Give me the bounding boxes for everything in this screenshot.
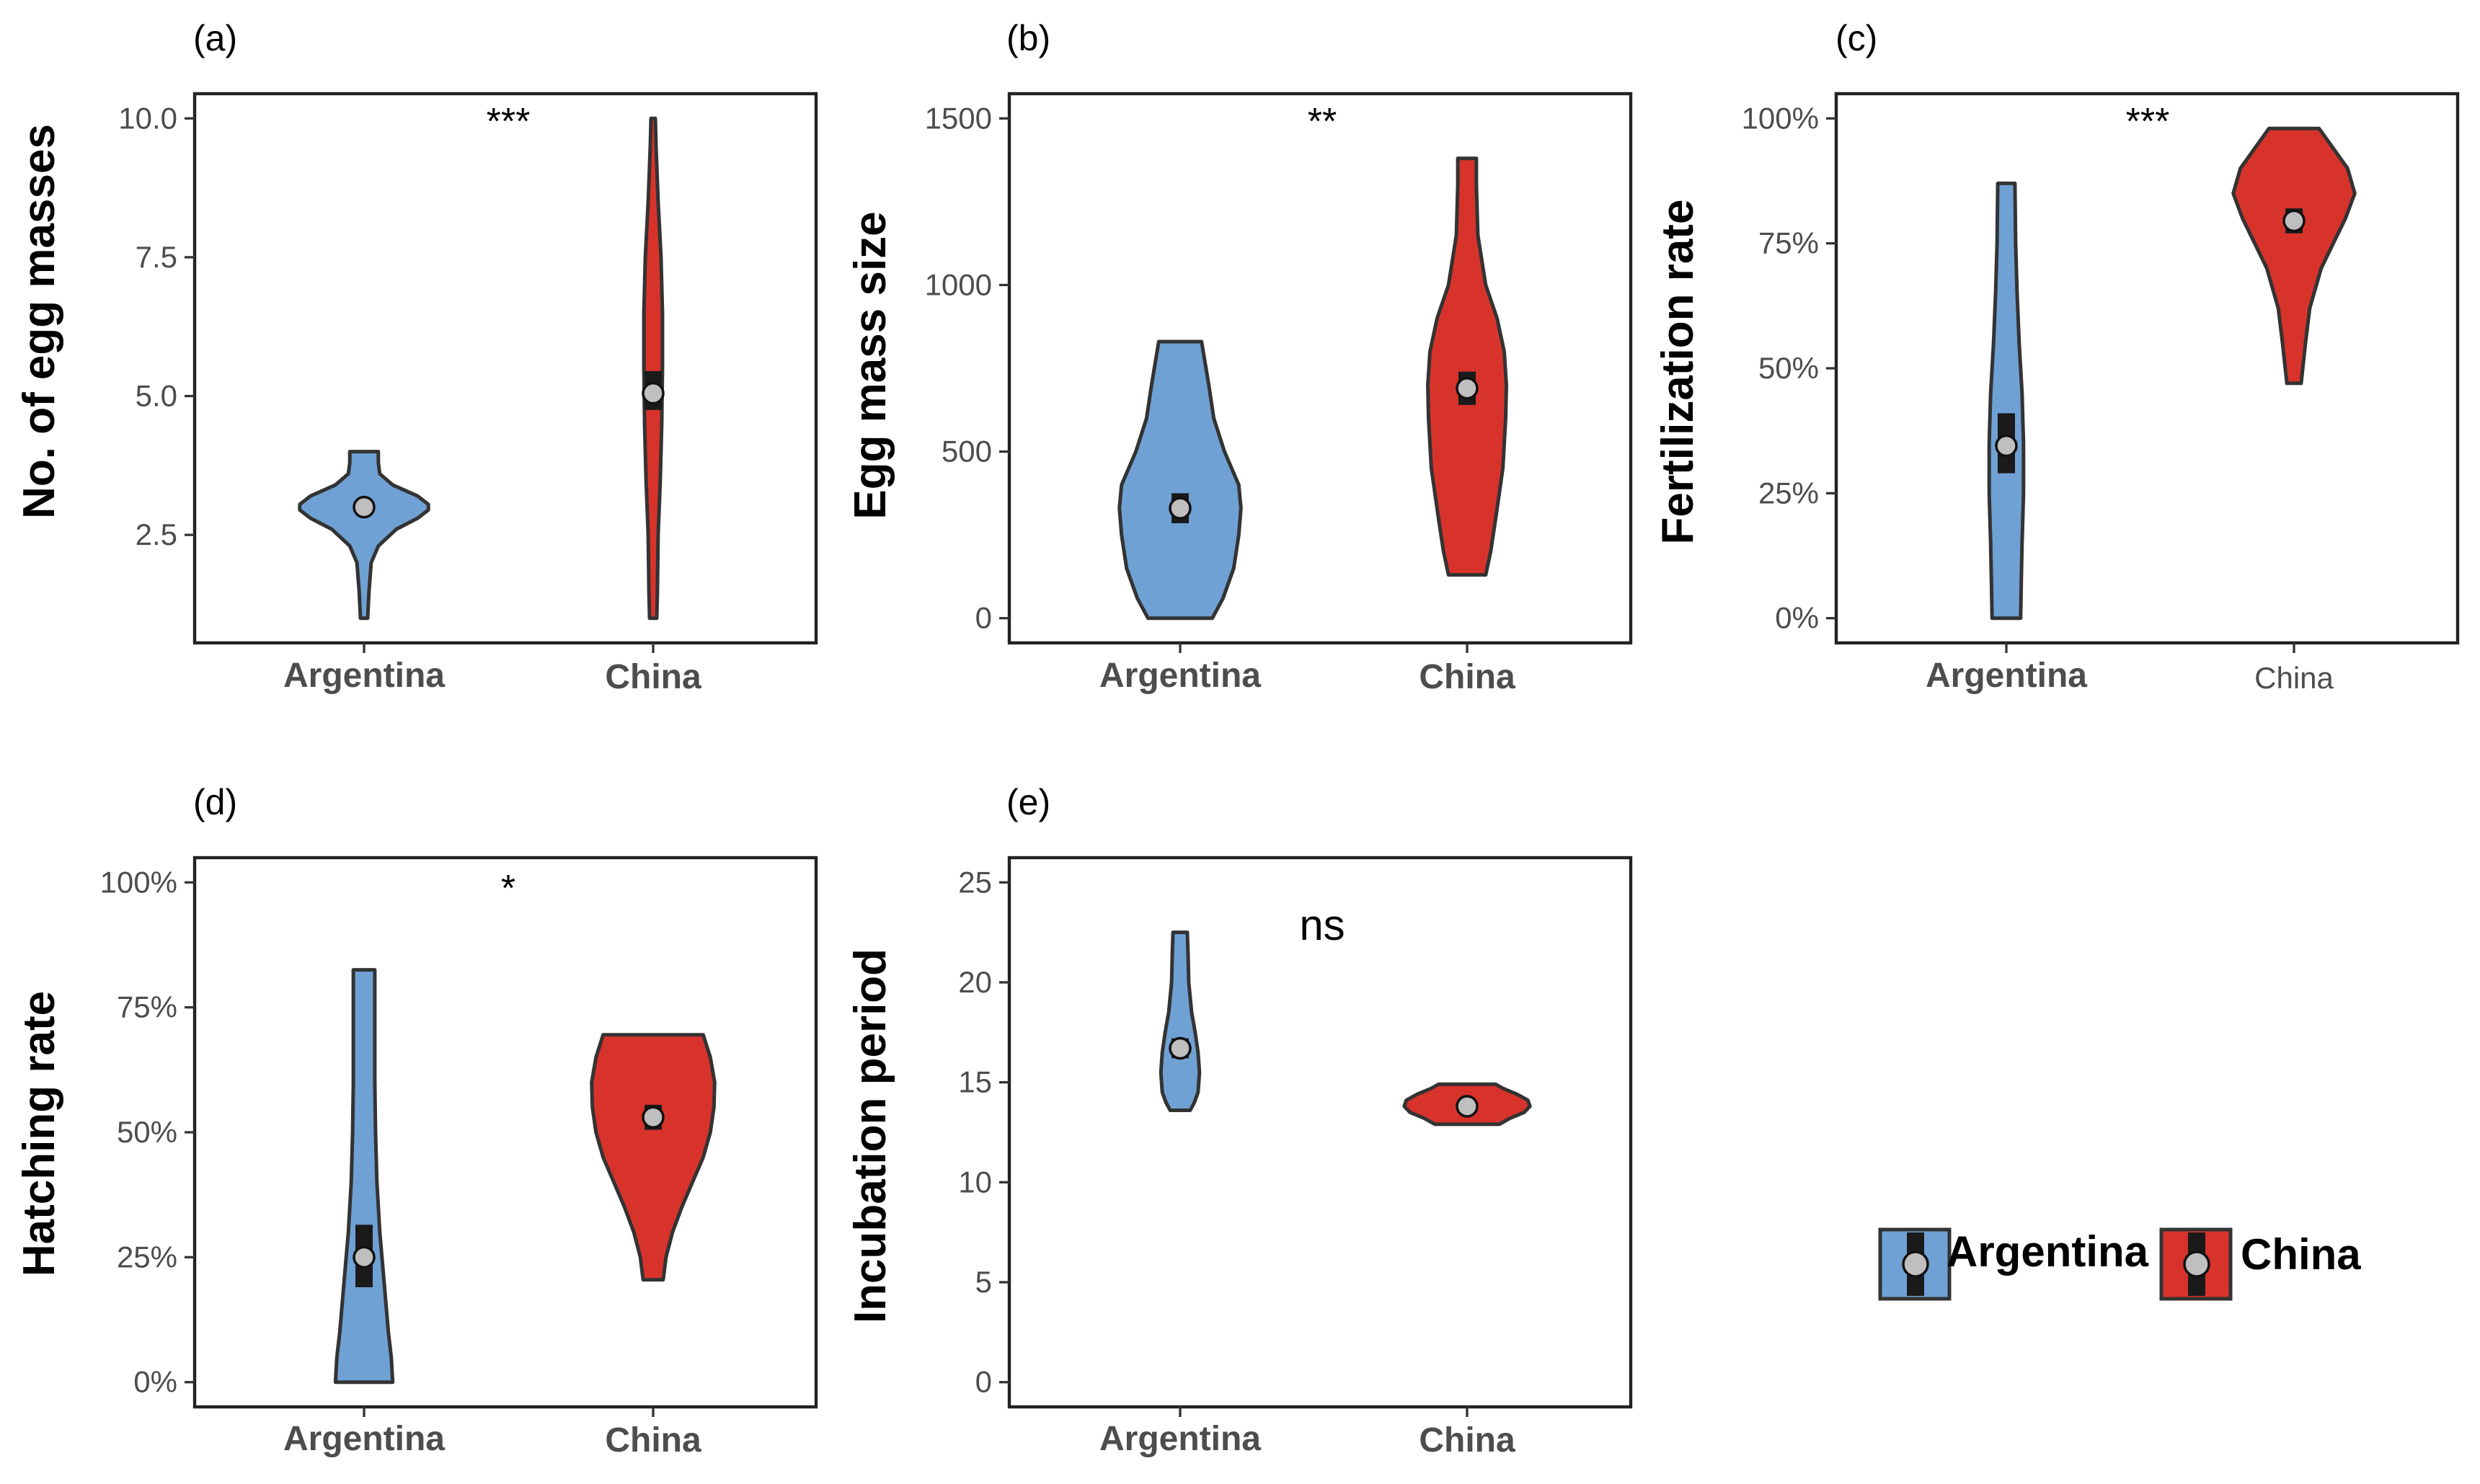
plot-frame <box>1007 92 1633 645</box>
y-tick-label: 0% <box>1775 601 1819 635</box>
mean-point-argentina <box>353 1245 376 1269</box>
legend-key-mean-dot <box>1902 1250 1929 1278</box>
significance-label: * <box>501 868 515 910</box>
plot-frame <box>1834 92 2460 645</box>
significance-label: ** <box>1308 101 1337 143</box>
significance-label: ns <box>1299 901 1345 949</box>
violin-china <box>1426 156 1508 577</box>
mean-point-china <box>1456 1095 1479 1118</box>
plot-frame <box>192 856 818 1409</box>
mean-point-china <box>642 381 665 405</box>
violin-argentina <box>1159 930 1202 1112</box>
violin-argentina <box>1117 339 1243 621</box>
significance-label: *** <box>487 101 531 143</box>
y-tick-label: 100% <box>100 865 177 899</box>
panel-tag: (c) <box>1835 18 1877 58</box>
panel-b: (b) Egg mass size ** Argentina China 0 50… <box>846 18 1633 696</box>
plot-frame <box>192 92 818 645</box>
y-axis-title: No. of egg masses <box>14 124 64 519</box>
panel-e: (e) Incubation period ns Argentina China… <box>846 782 1633 1459</box>
x-category-label-china: China <box>605 1421 701 1459</box>
y-tick-label: 50% <box>1758 351 1819 385</box>
legend-item-argentina: Argentina <box>1878 1227 2149 1301</box>
y-axis-title: Incubation period <box>846 948 895 1323</box>
panel-tag: (d) <box>193 782 237 822</box>
y-axis-title: Hatching rate <box>14 991 64 1276</box>
legend-key-mean-dot <box>2183 1250 2210 1278</box>
panel-d: (d) Hatching rate * Argentina China 0% 25… <box>14 782 818 1459</box>
legend-label-argentina: Argentina <box>1947 1227 2149 1276</box>
violin-argentina <box>298 450 430 621</box>
y-tick-label: 25% <box>1758 476 1819 510</box>
legend-item-china: China <box>2159 1227 2361 1301</box>
y-tick-label: 0 <box>975 1365 992 1399</box>
panel-tag: (a) <box>193 18 237 58</box>
mean-point-argentina <box>353 495 376 519</box>
y-tick-label: 50% <box>117 1115 177 1149</box>
y-axis-title: Fertilization rate <box>1653 200 1703 545</box>
y-tick-label: 75% <box>1758 226 1819 260</box>
y-tick-label: 7.5 <box>136 240 177 274</box>
y-tick-label: 25 <box>958 865 992 899</box>
y-tick-label: 0% <box>133 1365 177 1399</box>
panel-c: (c) Fertilization rate *** Argentina Chi… <box>1653 18 2460 695</box>
mean-point-argentina <box>1169 1036 1192 1060</box>
significance-label: *** <box>2126 101 2170 143</box>
violin-china <box>590 1033 717 1282</box>
x-category-label-argentina: Argentina <box>1099 657 1261 695</box>
violin-china <box>642 116 665 621</box>
y-tick-label: 0 <box>975 601 992 635</box>
legend: Argentina China <box>1878 1227 2361 1301</box>
y-tick-label: 1500 <box>925 101 992 135</box>
mean-point-argentina <box>1169 497 1192 520</box>
y-tick-label: 10.0 <box>118 101 177 135</box>
y-tick-label: 5.0 <box>136 379 177 413</box>
mean-point-china <box>642 1106 665 1129</box>
y-tick-label: 75% <box>117 990 177 1024</box>
x-category-label-china: China <box>2254 661 2334 695</box>
mean-point-china <box>1456 376 1479 400</box>
x-category-label-china: China <box>605 658 701 696</box>
violin-china <box>2231 126 2357 386</box>
panel-a: (a) No. of egg masses *** Argentina Chin… <box>14 18 818 696</box>
panel-tag: (e) <box>1006 782 1050 822</box>
x-category-label-argentina: Argentina <box>1099 1420 1261 1458</box>
violin-argentina <box>1987 181 2026 621</box>
y-tick-label: 500 <box>942 435 992 468</box>
plot-frame <box>1007 856 1633 1409</box>
x-category-label-argentina: Argentina <box>1926 657 2087 695</box>
y-tick-label: 1000 <box>925 267 992 301</box>
legend-label-china: China <box>2241 1230 2361 1279</box>
panel-tag: (b) <box>1006 18 1050 58</box>
x-category-label-argentina: Argentina <box>283 657 445 695</box>
y-tick-label: 25% <box>117 1240 177 1274</box>
y-tick-label: 15 <box>958 1065 992 1099</box>
y-tick-label: 20 <box>958 965 992 999</box>
y-axis-title: Egg mass size <box>846 211 895 519</box>
mean-point-argentina <box>1995 434 2018 458</box>
x-category-label-china: China <box>1419 1421 1515 1459</box>
mean-point-china <box>2282 209 2306 233</box>
x-category-label-china: China <box>1419 658 1515 696</box>
x-category-label-argentina: Argentina <box>283 1420 445 1458</box>
violin-argentina <box>333 968 395 1385</box>
y-tick-label: 2.5 <box>136 517 177 551</box>
y-tick-label: 10 <box>958 1165 992 1199</box>
y-tick-label: 5 <box>975 1265 992 1299</box>
y-tick-label: 100% <box>1742 101 1819 135</box>
